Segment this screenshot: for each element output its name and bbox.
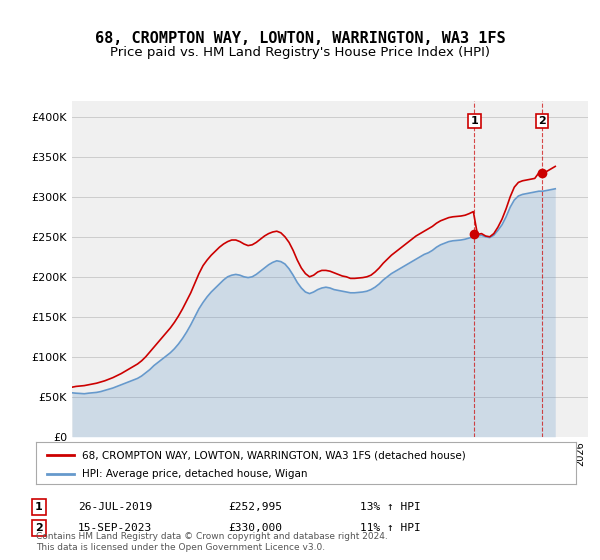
Text: £330,000: £330,000 [228, 523, 282, 533]
Text: 26-JUL-2019: 26-JUL-2019 [78, 502, 152, 512]
Text: Price paid vs. HM Land Registry's House Price Index (HPI): Price paid vs. HM Land Registry's House … [110, 46, 490, 59]
Text: HPI: Average price, detached house, Wigan: HPI: Average price, detached house, Wiga… [82, 469, 307, 479]
Text: 2: 2 [538, 116, 546, 126]
Text: 13% ↑ HPI: 13% ↑ HPI [360, 502, 421, 512]
Text: 1: 1 [35, 502, 43, 512]
Text: 68, CROMPTON WAY, LOWTON, WARRINGTON, WA3 1FS (detached house): 68, CROMPTON WAY, LOWTON, WARRINGTON, WA… [82, 450, 466, 460]
Text: 1: 1 [470, 116, 478, 126]
Text: 15-SEP-2023: 15-SEP-2023 [78, 523, 152, 533]
Text: £252,995: £252,995 [228, 502, 282, 512]
Text: Contains HM Land Registry data © Crown copyright and database right 2024.
This d: Contains HM Land Registry data © Crown c… [36, 532, 388, 552]
Text: 11% ↑ HPI: 11% ↑ HPI [360, 523, 421, 533]
Text: 2: 2 [35, 523, 43, 533]
Text: 68, CROMPTON WAY, LOWTON, WARRINGTON, WA3 1FS: 68, CROMPTON WAY, LOWTON, WARRINGTON, WA… [95, 31, 505, 46]
